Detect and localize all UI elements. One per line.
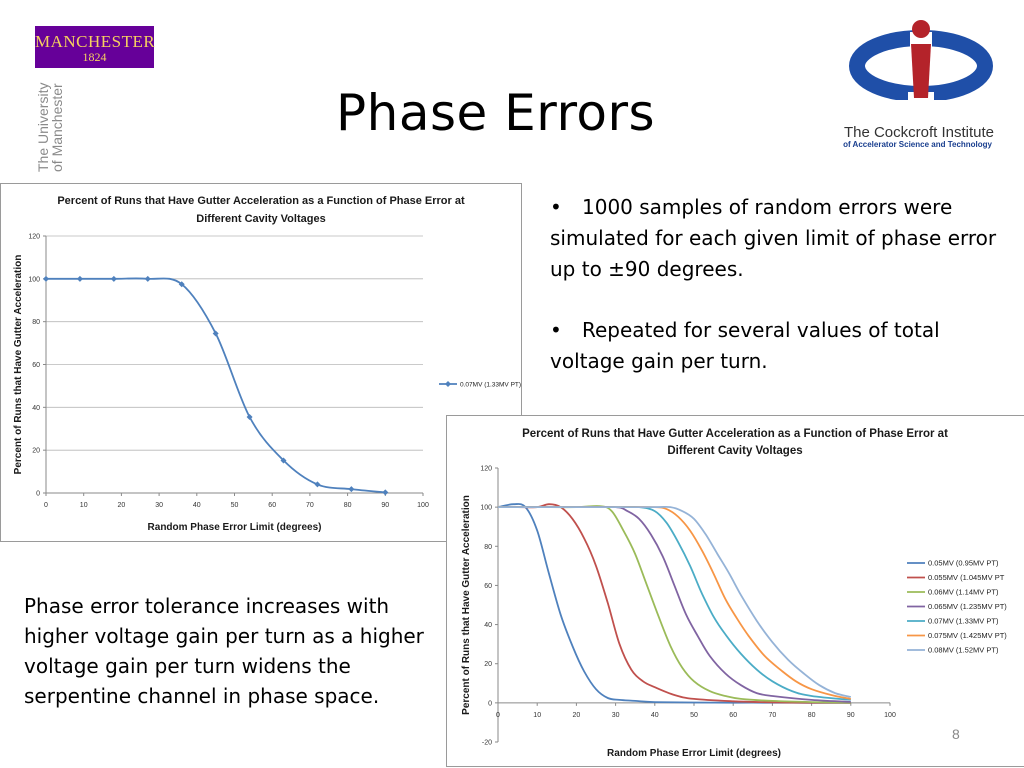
- y-tick-label: 20: [32, 448, 40, 455]
- x-tick-label: 90: [381, 502, 389, 509]
- x-tick-label: 70: [769, 712, 777, 719]
- y-tick-label: 40: [32, 405, 40, 412]
- chart-title: Different Cavity Voltages: [667, 445, 802, 457]
- y-tick-label: 60: [484, 583, 492, 590]
- page-number: 8: [952, 726, 960, 742]
- x-tick-label: 30: [155, 502, 163, 509]
- legend-entry: 0.065MV (1.235MV PT): [928, 602, 1007, 611]
- data-point: [144, 275, 151, 282]
- bullet-item: • Repeated for several values of total vo…: [550, 315, 1020, 377]
- chart-title: Percent of Runs that Have Gutter Acceler…: [522, 428, 948, 440]
- university-of-manchester-logo: MANCHESTER 1824: [35, 26, 156, 68]
- legend-entry: 0.06MV (1.14MV PT): [928, 588, 999, 597]
- manchester-logo-year: 1824: [82, 50, 107, 64]
- x-tick-label: 10: [80, 502, 88, 509]
- university-wordmark-line1: The University: [35, 82, 51, 172]
- data-point: [314, 481, 321, 488]
- legend-marker: [445, 381, 451, 387]
- chart-single-voltage: Percent of Runs that Have Gutter Acceler…: [0, 183, 522, 542]
- y-tick-label: -20: [482, 740, 492, 747]
- y-axis-label: Percent of Runs that Have Gutter Acceler…: [13, 255, 24, 475]
- x-tick-label: 30: [612, 712, 620, 719]
- chart-title: Different Cavity Voltages: [196, 213, 325, 225]
- chart-svg: Percent of Runs that Have Gutter Acceler…: [13, 195, 521, 533]
- slide-description: Phase error tolerance increases with hig…: [24, 594, 424, 708]
- y-tick-label: 80: [32, 319, 40, 326]
- y-axis-label: Percent of Runs that Have Gutter Acceler…: [461, 495, 472, 715]
- y-tick-label: 40: [484, 622, 492, 629]
- university-wordmark-line2: of Manchester: [49, 83, 65, 172]
- bullet-symbol: •: [550, 318, 562, 342]
- series-line: [497, 505, 851, 701]
- x-tick-label: 80: [344, 502, 352, 509]
- data-point: [110, 275, 117, 282]
- y-tick-label: 0: [36, 491, 40, 498]
- university-vertical-wordmark: The University of Manchester: [35, 82, 65, 172]
- x-tick-label: 0: [496, 712, 500, 719]
- y-tick-label: 60: [32, 362, 40, 369]
- bullet-symbol: •: [550, 195, 562, 219]
- series-line: [497, 505, 852, 698]
- data-point: [382, 489, 389, 496]
- x-tick-label: 90: [847, 712, 855, 719]
- chart-title: Percent of Runs that Have Gutter Acceler…: [57, 195, 465, 207]
- legend-entry: 0.07MV (1.33MV PT): [928, 617, 999, 626]
- y-tick-label: 120: [480, 466, 492, 473]
- series-line: [497, 503, 851, 704]
- x-tick-label: 100: [884, 712, 896, 719]
- legend-entry: 0.05MV (0.95MV PT): [928, 559, 999, 568]
- cockcroft-institute-subtitle: of Accelerator Science and Technology: [843, 140, 992, 149]
- x-tick-label: 70: [306, 502, 314, 509]
- legend-entry: 0.055MV (1.045MV PT: [928, 573, 1005, 582]
- x-tick-label: 20: [573, 712, 581, 719]
- x-tick-label: 60: [268, 502, 276, 509]
- series-line: [497, 503, 851, 704]
- y-tick-label: 120: [28, 234, 40, 241]
- y-tick-label: 100: [28, 276, 40, 283]
- slide-title: Phase Errors: [336, 84, 656, 142]
- data-point: [76, 275, 83, 282]
- x-tick-label: 60: [729, 712, 737, 719]
- data-point: [178, 281, 185, 288]
- y-tick-label: 20: [484, 661, 492, 668]
- x-tick-label: 80: [808, 712, 816, 719]
- x-tick-label: 10: [533, 712, 541, 719]
- bullet-text: Repeated for several values of total vol…: [550, 318, 940, 373]
- bullet-list: • 1000 samples of random errors were simu…: [550, 192, 1020, 407]
- legend-entry: 0.075MV (1.425MV PT): [928, 631, 1007, 640]
- data-point: [246, 413, 253, 420]
- bullet-text: 1000 samples of random errors were simul…: [550, 195, 997, 281]
- y-tick-label: 100: [480, 505, 492, 512]
- x-tick-label: 50: [231, 502, 239, 509]
- chart-svg: Percent of Runs that Have Gutter Acceler…: [461, 428, 1007, 759]
- data-point: [348, 486, 355, 493]
- x-tick-label: 20: [118, 502, 126, 509]
- x-tick-label: 40: [651, 712, 659, 719]
- bullet-item: • 1000 samples of random errors were simu…: [550, 192, 1020, 285]
- x-tick-label: 0: [44, 502, 48, 509]
- data-point: [212, 330, 219, 337]
- chart-multiple-voltages: Percent of Runs that Have Gutter Acceler…: [446, 415, 1024, 767]
- legend-entry: 0.07MV (1.33MV PT): [460, 382, 521, 389]
- x-tick-label: 40: [193, 502, 201, 509]
- legend-entry: 0.08MV (1.52MV PT): [928, 646, 999, 655]
- x-tick-label: 50: [690, 712, 698, 719]
- data-point: [43, 275, 49, 282]
- series-line: [46, 277, 386, 494]
- manchester-logo-text: MANCHESTER: [35, 32, 156, 51]
- x-axis-label: Random Phase Error Limit (degrees): [148, 522, 322, 533]
- cockcroft-institute-logo-icon: [849, 20, 993, 100]
- data-point: [280, 457, 287, 464]
- y-tick-label: 80: [484, 544, 492, 551]
- cockcroft-institute-name: The Cockcroft Institute: [843, 124, 994, 141]
- x-tick-label: 100: [417, 502, 429, 509]
- y-tick-label: 0: [488, 700, 492, 707]
- x-axis-label: Random Phase Error Limit (degrees): [607, 748, 781, 759]
